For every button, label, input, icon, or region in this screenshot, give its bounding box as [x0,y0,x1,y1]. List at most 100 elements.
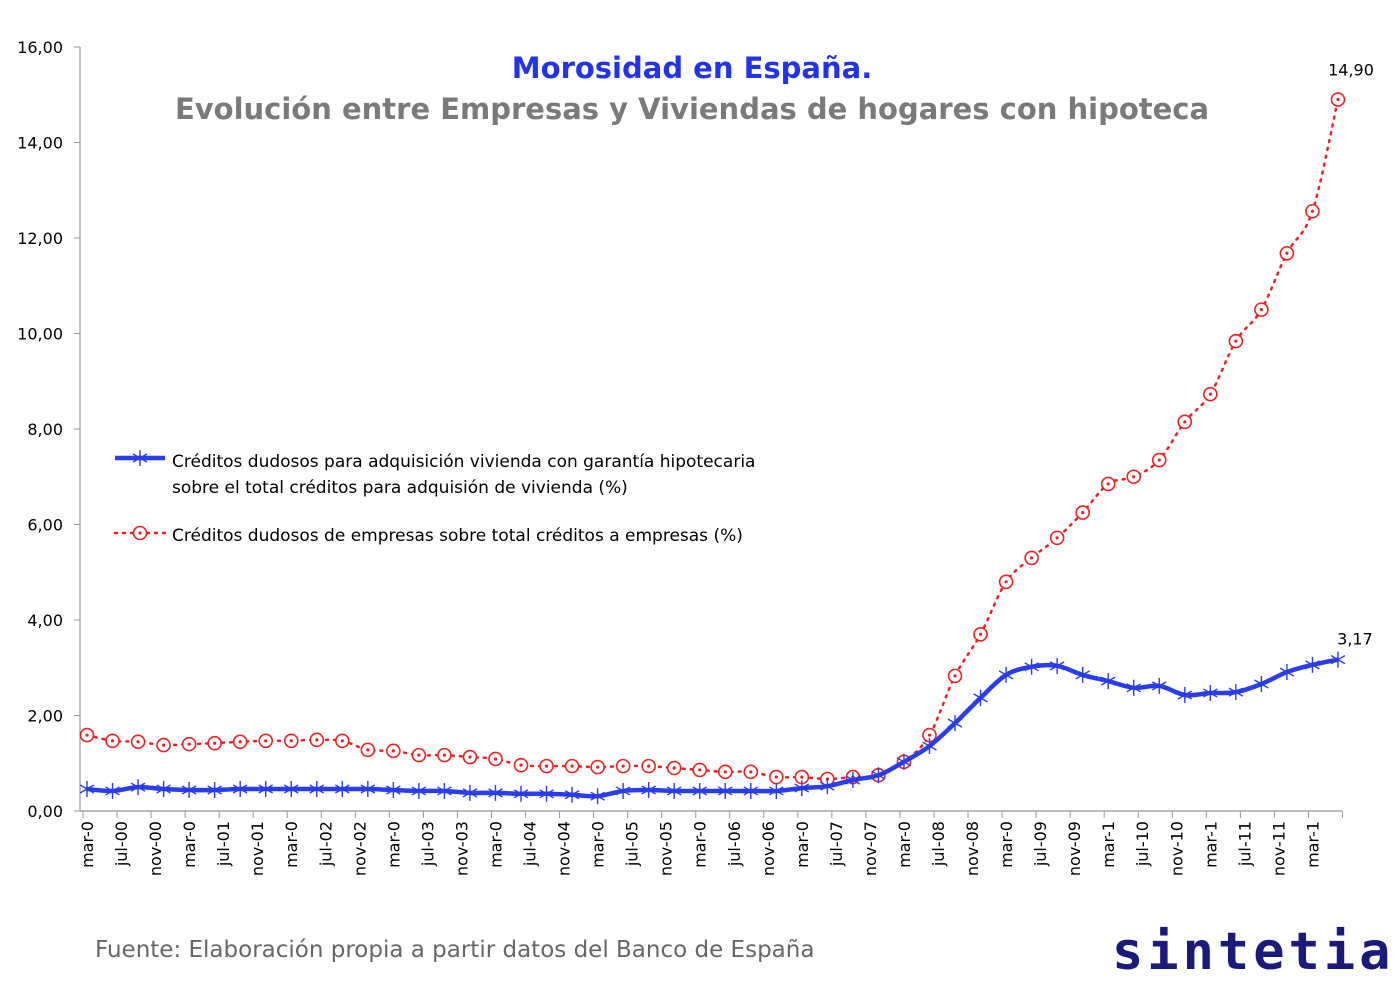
data-point [820,778,835,795]
y-tick-label: 2,00 [27,707,63,726]
data-point [1279,245,1295,261]
marker-dot [417,753,421,757]
series-line [85,98,1340,781]
marker-dot [391,749,395,753]
data-point [258,781,273,798]
data-point [717,764,733,780]
marker-dot [1259,308,1263,312]
data-point [794,769,810,785]
data-point [1228,333,1244,349]
data-point [462,784,478,801]
x-tick-label: nov-09 [1065,821,1084,876]
marker-dot [366,748,370,752]
data-point [309,732,325,748]
x-tick-label: jul-10 [1133,821,1152,867]
data-point [258,733,274,749]
data-point [615,758,631,774]
data-point [1075,505,1090,520]
data-point [1228,684,1244,701]
marker-dot [468,755,472,759]
data-point [590,788,605,805]
data-point [1049,530,1065,546]
data-point [590,759,605,775]
data-point [1305,203,1320,219]
marker-dot [161,743,166,747]
data-point [105,733,120,749]
x-tick-label: nov-00 [146,821,165,876]
marker-dot [774,775,778,779]
axes: 0,00 2,00 4,00 6,00 8,00 10,00 12,00 14,00 16,00… [17,38,1343,876]
data-point [845,771,861,788]
data-point [1177,414,1193,430]
x-tick-label: mar-0 [895,821,914,868]
data-point [1151,452,1167,468]
y-tick-label: 6,00 [27,516,63,535]
legend: Créditos dudosos para adquisición vivien… [113,450,755,546]
marker-dot [570,764,574,768]
data-point [334,733,350,749]
y-tick-label: 10,00 [17,325,63,344]
data-point [641,781,656,798]
marker-dot [621,764,625,768]
data-point [539,758,554,774]
x-tick-label: nov-06 [759,821,778,876]
marker-dot [138,531,142,535]
data-point [1330,92,1346,107]
chart-subtitle: Evolución entre Empresas y Viviendas de … [175,92,1209,126]
data-point [743,764,759,780]
data-point [232,734,248,750]
marker-dot [1055,536,1059,540]
data-point [769,769,784,785]
series-empresas: 14,90 [79,61,1374,787]
data-point [309,781,325,798]
y-tick-label: 0,00 [27,802,63,821]
legend-label: sobre el total créditos para adquisión d… [172,478,628,498]
legend-marker [132,525,148,541]
y-tick-label: 12,00 [17,229,63,248]
x-tick-label: jul-01 [214,821,233,867]
data-point [947,668,963,684]
source-note: Fuente: Elaboración propia a partir dato… [95,937,815,963]
marker-dot [953,674,957,678]
x-tick-label: nov-03 [452,821,471,876]
marker-dot [187,742,191,746]
data-point [692,762,708,778]
data-point [539,785,554,802]
data-point [283,733,299,749]
data-point [1330,651,1346,668]
data-point [360,781,376,798]
data-point [79,781,95,798]
data-point [947,715,963,732]
marker-dot [1132,475,1136,479]
x-tick-label: mar-1 [1303,821,1322,868]
x-tick-label: mar-0 [691,821,710,868]
marker-dot [1234,339,1238,343]
end-value-label: 14,90 [1328,61,1374,80]
marker-dot [238,740,242,744]
data-point [717,782,733,799]
data-point [386,781,401,798]
data-point [692,782,707,799]
data-point [1024,550,1039,566]
data-point [232,781,248,798]
x-tick-label: jul-07 [827,821,846,867]
marker-dot [927,733,932,737]
data-point [1203,685,1218,702]
marker-dot [698,768,702,772]
data-point [769,782,784,799]
marker-dot [1285,251,1289,255]
data-point [513,757,529,773]
x-tick-label: jul-09 [1031,821,1050,867]
marker-dot [1030,556,1034,560]
marker-dot [723,770,727,774]
x-tick-label: jul-06 [725,821,744,867]
data-point [641,758,656,774]
data-point [1254,302,1269,317]
marker-dot [647,764,651,768]
data-point [896,753,912,770]
data-point [1126,469,1142,485]
marker-dot [1157,458,1161,462]
marker-dot [519,763,523,767]
data-point [1024,658,1039,675]
